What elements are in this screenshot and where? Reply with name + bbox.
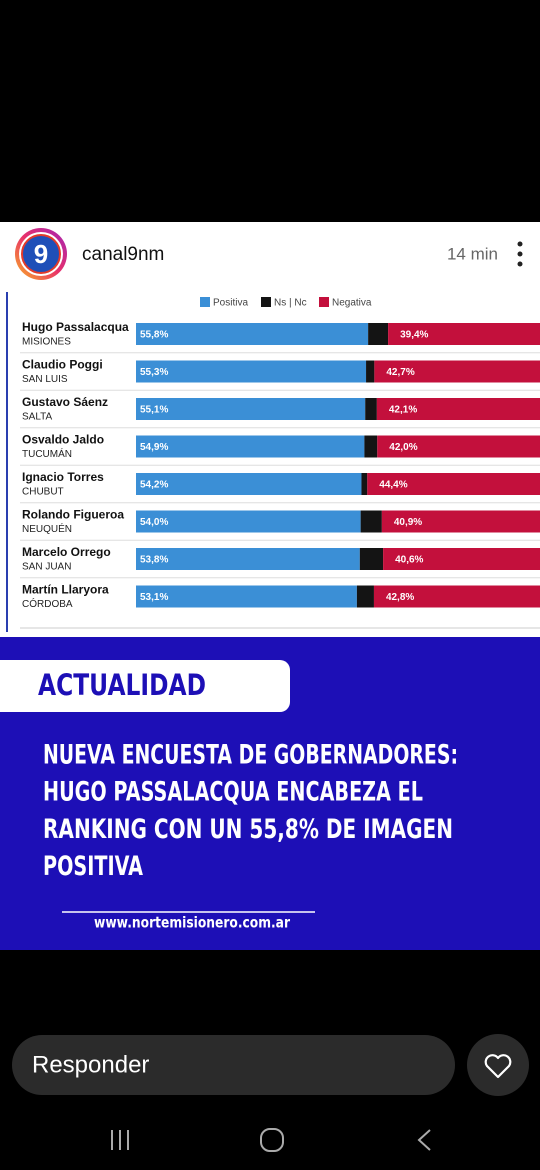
post-time: 14 min [447, 244, 498, 263]
bar-segment [374, 360, 540, 383]
bar-segment [366, 360, 375, 383]
bar-segment [373, 585, 540, 608]
nav-bar [111, 1128, 431, 1152]
value-label: 40,6% [395, 555, 423, 566]
bar-segment [376, 398, 540, 420]
bar-segment [367, 473, 540, 495]
bar-segment [136, 323, 369, 345]
category-sublabel: NEUQUÉN [22, 522, 72, 535]
legend-swatch [319, 297, 329, 307]
bar-segment [136, 510, 361, 533]
legend-swatch [200, 297, 210, 307]
legend-label: Ns | Nc [274, 298, 307, 309]
bar-segment [136, 398, 366, 420]
headline-line: HUGO PASSALACQUA ENCABEZA EL [43, 777, 423, 808]
value-label: 42,7% [386, 367, 414, 378]
bar-segment [136, 360, 367, 383]
headline-line: POSITIVA [43, 851, 143, 882]
value-label: 55,3% [140, 367, 168, 378]
chart-area [0, 290, 540, 637]
category-label: Osvaldo Jaldo [22, 433, 104, 447]
avatar-logo [21, 234, 61, 274]
nav-home[interactable] [260, 1128, 284, 1152]
bar-segment [377, 435, 540, 458]
post-header [0, 222, 540, 290]
bar-segment [364, 435, 378, 458]
value-label: 54,0% [140, 517, 168, 528]
value-label: 39,4% [400, 330, 428, 341]
category-sublabel: CÓRDOBA [22, 597, 73, 610]
bar-segment [360, 510, 382, 533]
like-button[interactable] [467, 1034, 529, 1096]
value-label: 53,1% [140, 592, 168, 603]
legend-label: Negativa [332, 298, 372, 309]
bar-segment [136, 585, 357, 608]
category-sublabel: MISIONES [22, 337, 71, 348]
category-label: Claudio Poggi [22, 358, 103, 372]
value-label: 40,9% [394, 517, 422, 528]
value-label: 44,4% [379, 480, 407, 491]
category-label: Gustavo Sáenz [22, 395, 108, 409]
username[interactable]: canal9nm [82, 244, 164, 265]
value-label: 54,2% [140, 480, 168, 491]
bar-segment [136, 548, 360, 570]
value-label: 53,8% [140, 555, 168, 566]
category-sublabel: CHUBUT [22, 487, 64, 498]
category-sublabel: TUCUMÁN [22, 447, 72, 460]
legend-swatch [261, 297, 271, 307]
bar-segment [368, 323, 389, 345]
more-menu[interactable] [517, 241, 523, 267]
source-url: www.nortemisionero.com.ar [94, 914, 290, 932]
heart-icon [484, 1054, 512, 1079]
section-label: ACTUALIDAD [38, 668, 206, 702]
value-label: 55,1% [140, 405, 168, 416]
nav-back[interactable] [417, 1129, 431, 1151]
category-label: Martín Llaryora [22, 583, 109, 597]
bar-segment [365, 398, 377, 420]
headline: NUEVA ENCUESTA DE GOBERNADORES: HUGO PASS… [43, 740, 458, 883]
category-sublabel: SAN JUAN [22, 562, 71, 573]
bar-segment [361, 473, 368, 495]
category-sublabel: SAN LUIS [22, 374, 68, 385]
category-label: Hugo Passalacqua [22, 320, 129, 334]
bar-segment [136, 435, 365, 458]
reply-input[interactable] [12, 1035, 455, 1095]
value-label: 55,8% [140, 330, 168, 341]
value-label: 42,1% [389, 405, 417, 416]
bar-segment [359, 548, 384, 570]
bar-segment [136, 473, 362, 495]
category-label: Ignacio Torres [22, 470, 104, 484]
category-sublabel: SALTA [22, 412, 53, 423]
bar-segment [356, 585, 374, 608]
bar-segment [388, 323, 540, 345]
section-tab [0, 660, 290, 712]
value-label: 42,0% [389, 442, 417, 453]
nav-recent[interactable] [111, 1130, 129, 1150]
category-label: Marcelo Orrego [22, 545, 111, 559]
bar-segment [383, 548, 540, 570]
category-label: Rolando Figueroa [22, 508, 124, 522]
value-label: 42,8% [386, 592, 414, 603]
headline-line: NUEVA ENCUESTA DE GOBERNADORES: [43, 740, 458, 771]
bar-segment [381, 510, 540, 533]
reply-placeholder: Responder [32, 1051, 149, 1078]
headline-line: RANKING CON UN 55,8% DE IMAGEN [43, 814, 453, 845]
value-label: 54,9% [140, 442, 168, 453]
chart: Positiva Ns | Nc Negativa Hugo Passalacqua M… [20, 297, 540, 610]
legend-label: Positiva [213, 298, 248, 309]
avatar-text: 9 [34, 239, 48, 269]
